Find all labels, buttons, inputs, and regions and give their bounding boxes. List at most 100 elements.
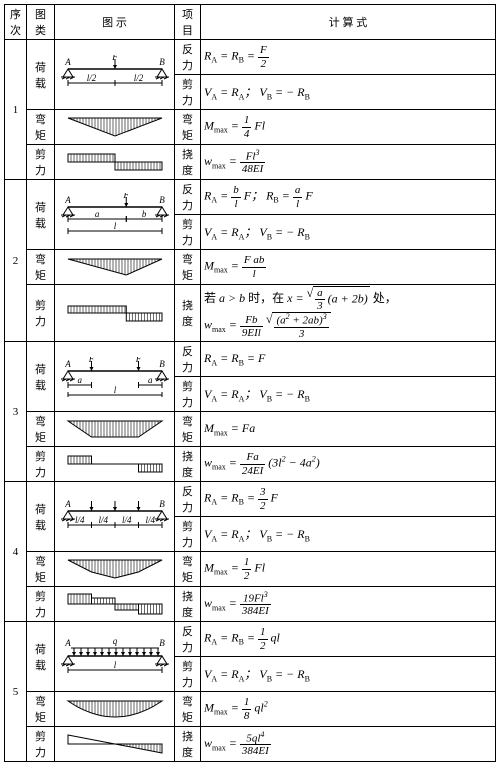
formula-deflection-1: wmax = Fl348EI — [201, 145, 496, 180]
formula-shear-5: VA = RA； VB = − RB — [201, 657, 496, 692]
diag-moment-3 — [55, 412, 175, 447]
type-moment-5: 弯矩 — [27, 692, 55, 727]
row-4-moment: 弯矩 弯矩 Mmax = 12 Fl — [5, 552, 496, 587]
type-shear-2: 剪力 — [27, 285, 55, 342]
hdr-seq: 序次 — [5, 5, 27, 40]
type-moment-2: 弯矩 — [27, 250, 55, 285]
diag-moment-2 — [55, 250, 175, 285]
item-shear-4: 剪力 — [175, 517, 201, 552]
item-shear-2: 剪力 — [175, 215, 201, 250]
svg-text:A: A — [64, 57, 71, 67]
row-3-deflection: 剪力 挠度 wmax = Fa24EI (3l2 − 4a2) — [5, 447, 496, 482]
type-moment-4: 弯矩 — [27, 552, 55, 587]
item-shear-5: 剪力 — [175, 657, 201, 692]
diag-moment-1 — [55, 110, 175, 145]
svg-text:b: b — [141, 209, 146, 219]
row-3-reaction: 3 荷载 ABFFaal 反力 RA = RB = F — [5, 342, 496, 377]
diag-shear-5 — [55, 727, 175, 762]
type-load-5: 荷载 — [27, 622, 55, 692]
item-deflection-1: 挠度 — [175, 145, 201, 180]
row-5-deflection: 剪力 挠度 wmax = 5ql4384EI — [5, 727, 496, 762]
svg-text:l: l — [113, 660, 116, 670]
diag-shear-4 — [55, 587, 175, 622]
svg-text:B: B — [159, 359, 165, 369]
formula-reaction-2: RA = bl F； RB = al F — [201, 180, 496, 215]
type-load-1: 荷载 — [27, 40, 55, 110]
type-shear-5: 剪力 — [27, 727, 55, 762]
svg-text:B: B — [159, 499, 165, 509]
formula-deflection-4: wmax = 19Fl3384EI — [201, 587, 496, 622]
svg-text:B: B — [159, 195, 165, 205]
diag-moment-4 — [55, 552, 175, 587]
type-load-2: 荷载 — [27, 180, 55, 250]
svg-text:l: l — [113, 385, 116, 395]
diag-shear-3 — [55, 447, 175, 482]
formula-reaction-3: RA = RB = F — [201, 342, 496, 377]
item-moment-5: 弯矩 — [175, 692, 201, 727]
type-load-3: 荷载 — [27, 342, 55, 412]
hdr-item: 项目 — [175, 5, 201, 40]
svg-text:F: F — [87, 357, 94, 364]
item-deflection-4: 挠度 — [175, 587, 201, 622]
type-load-4: 荷载 — [27, 482, 55, 552]
diag-load-3: ABFFaal — [55, 342, 175, 412]
diag-load-1: ABFl/2l/2 — [55, 40, 175, 110]
type-moment-1: 弯矩 — [27, 110, 55, 145]
item-shear-3: 剪力 — [175, 377, 201, 412]
formula-moment-3: Mmax = Fa — [201, 412, 496, 447]
hdr-diagram: 图 示 — [55, 5, 175, 40]
formula-shear-3: VA = RA； VB = − RB — [201, 377, 496, 412]
item-moment-1: 弯矩 — [175, 110, 201, 145]
item-reaction-5: 反力 — [175, 622, 201, 657]
formula-moment-1: Mmax = 14 Fl — [201, 110, 496, 145]
row-4-deflection: 剪力 挠度 wmax = 19Fl3384EI — [5, 587, 496, 622]
seq-2: 2 — [5, 180, 27, 342]
row-5-reaction: 5 荷载 ABql 反力 RA = RB = 12 ql — [5, 622, 496, 657]
svg-text:l: l — [113, 221, 116, 231]
formula-deflection-5: wmax = 5ql4384EI — [201, 727, 496, 762]
formula-moment-2: Mmax = F abl — [201, 250, 496, 285]
item-deflection-3: 挠度 — [175, 447, 201, 482]
item-deflection-2: 挠度 — [175, 285, 201, 342]
row-2-reaction: 2 荷载 ABFabl 反力 RA = bl F； RB = al F — [5, 180, 496, 215]
svg-text:a: a — [148, 375, 153, 385]
diag-moment-5 — [55, 692, 175, 727]
formula-moment-4: Mmax = 12 Fl — [201, 552, 496, 587]
row-1-deflection: 剪力 挠度 wmax = Fl348EI — [5, 145, 496, 180]
item-moment-2: 弯矩 — [175, 250, 201, 285]
formula-shear-1: VA = RA； VB = − RB — [201, 75, 496, 110]
item-reaction-4: 反力 — [175, 482, 201, 517]
item-reaction-3: 反力 — [175, 342, 201, 377]
type-moment-3: 弯矩 — [27, 412, 55, 447]
svg-text:F: F — [122, 193, 129, 200]
formula-deflection-3: wmax = Fa24EI (3l2 − 4a2) — [201, 447, 496, 482]
item-shear-1: 剪力 — [175, 75, 201, 110]
type-shear-1: 剪力 — [27, 145, 55, 180]
row-1-moment: 弯矩 弯矩 Mmax = 14 Fl — [5, 110, 496, 145]
hdr-formula: 计 算 式 — [201, 5, 496, 40]
svg-text:B: B — [159, 57, 165, 67]
formula-reaction-1: RA = RB = F2 — [201, 40, 496, 75]
svg-text:a: a — [94, 209, 99, 219]
svg-text:A: A — [64, 195, 71, 205]
svg-text:l/4: l/4 — [145, 515, 155, 525]
item-moment-4: 弯矩 — [175, 552, 201, 587]
row-2-moment: 弯矩 弯矩 Mmax = F abl — [5, 250, 496, 285]
row-1-reaction: 1 荷载 ABFl/2l/2 反力 RA = RB = F2 — [5, 40, 496, 75]
svg-text:l/2: l/2 — [86, 73, 96, 83]
hdr-type: 图类 — [27, 5, 55, 40]
formula-reaction-5: RA = RB = 12 ql — [201, 622, 496, 657]
item-reaction-1: 反力 — [175, 40, 201, 75]
formula-moment-5: Mmax = 18 ql2 — [201, 692, 496, 727]
formula-deflection-2: 若 a > b 时，在 x = a3 (a + 2b) 处，wmax = Fb9… — [201, 285, 496, 342]
diag-shear-1 — [55, 145, 175, 180]
diag-load-2: A B Fa b l — [55, 180, 175, 250]
diag-load-5: ABql — [55, 622, 175, 692]
svg-text:a: a — [77, 375, 82, 385]
svg-text:A: A — [64, 499, 71, 509]
formula-shear-2: VA = RA； VB = − RB — [201, 215, 496, 250]
svg-text:A: A — [64, 638, 71, 648]
diag-shear-2 — [55, 285, 175, 342]
type-shear-3: 剪力 — [27, 447, 55, 482]
formula-shear-4: VA = RA； VB = − RB — [201, 517, 496, 552]
